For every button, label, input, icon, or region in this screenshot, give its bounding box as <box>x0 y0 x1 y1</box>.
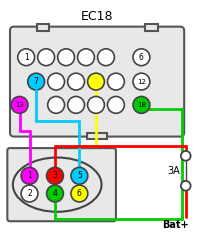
Circle shape <box>133 96 150 113</box>
Text: 4: 4 <box>53 189 58 198</box>
Circle shape <box>47 167 63 184</box>
Circle shape <box>78 49 94 66</box>
Text: 1: 1 <box>27 171 32 180</box>
Text: 6: 6 <box>77 189 82 198</box>
Text: 6: 6 <box>139 53 144 62</box>
Circle shape <box>68 73 85 90</box>
Circle shape <box>88 96 104 113</box>
Text: EC18: EC18 <box>81 10 113 23</box>
Circle shape <box>88 73 104 90</box>
FancyBboxPatch shape <box>10 27 184 137</box>
Circle shape <box>133 73 150 90</box>
Polygon shape <box>145 25 158 31</box>
Text: 1: 1 <box>24 53 29 62</box>
Circle shape <box>97 49 114 66</box>
Circle shape <box>133 49 150 66</box>
Circle shape <box>21 185 38 202</box>
Circle shape <box>28 73 45 90</box>
Circle shape <box>71 185 88 202</box>
Circle shape <box>48 96 64 113</box>
Circle shape <box>181 151 191 161</box>
FancyBboxPatch shape <box>7 148 116 221</box>
Circle shape <box>68 96 85 113</box>
Text: 18: 18 <box>137 102 146 108</box>
Circle shape <box>48 73 64 90</box>
Text: 5: 5 <box>77 171 82 180</box>
Circle shape <box>181 181 191 191</box>
Circle shape <box>38 49 55 66</box>
Text: 3A: 3A <box>167 166 180 176</box>
Text: 7: 7 <box>34 77 39 86</box>
Text: Bat+: Bat+ <box>162 220 189 230</box>
Text: 2: 2 <box>27 189 32 198</box>
Circle shape <box>107 96 124 113</box>
Text: 12: 12 <box>137 78 146 85</box>
Circle shape <box>11 96 28 113</box>
Circle shape <box>21 167 38 184</box>
Circle shape <box>71 167 88 184</box>
Text: 13: 13 <box>15 102 24 108</box>
Ellipse shape <box>13 157 101 212</box>
Polygon shape <box>87 133 107 139</box>
Polygon shape <box>37 25 49 31</box>
Circle shape <box>47 185 63 202</box>
Circle shape <box>107 73 124 90</box>
Text: 3: 3 <box>53 171 58 180</box>
Circle shape <box>58 49 74 66</box>
Circle shape <box>18 49 35 66</box>
